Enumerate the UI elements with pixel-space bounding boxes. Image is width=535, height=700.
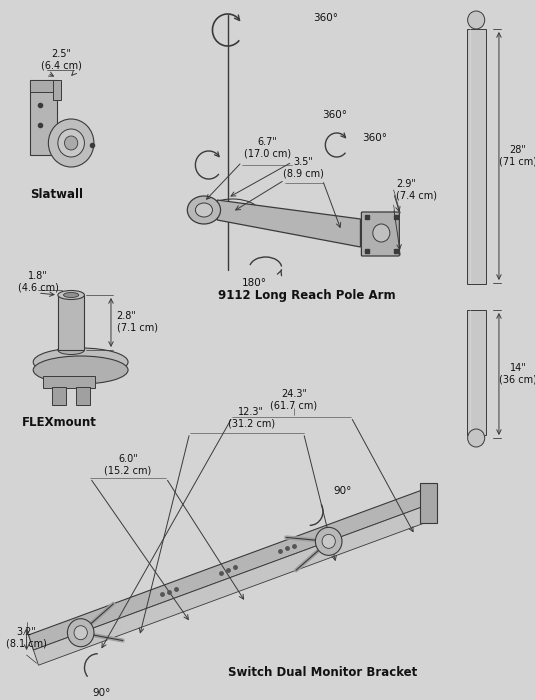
Ellipse shape (322, 534, 335, 548)
Ellipse shape (65, 136, 78, 150)
Text: 2.5"
(6.4 cm): 2.5" (6.4 cm) (41, 49, 82, 71)
Text: 3.2"
(8.1 cm): 3.2" (8.1 cm) (6, 627, 47, 649)
Bar (76, 387, 90, 405)
Text: 9112 Long Reach Pole Arm: 9112 Long Reach Pole Arm (218, 290, 396, 302)
Text: 360°: 360° (323, 110, 348, 120)
Text: 360°: 360° (362, 133, 387, 143)
Circle shape (468, 429, 485, 447)
Text: Slatwall: Slatwall (30, 188, 83, 202)
Bar (53, 80, 60, 100)
Polygon shape (217, 200, 361, 247)
Bar (52, 387, 66, 405)
Ellipse shape (33, 356, 128, 384)
Text: 2.9"
(7.4 cm): 2.9" (7.4 cm) (396, 179, 438, 201)
Ellipse shape (58, 290, 85, 300)
Bar (58, 295, 85, 350)
Text: 1.8"
(4.6 cm): 1.8" (4.6 cm) (18, 271, 58, 293)
Ellipse shape (64, 293, 79, 297)
Text: 180°: 180° (242, 278, 267, 288)
FancyBboxPatch shape (362, 212, 399, 256)
Text: 6.0"
(15.2 cm): 6.0" (15.2 cm) (104, 454, 152, 476)
Bar (419, 483, 437, 523)
Text: 360°: 360° (313, 13, 338, 23)
Bar (467, 29, 486, 284)
Ellipse shape (316, 527, 342, 555)
Ellipse shape (48, 119, 94, 167)
Ellipse shape (74, 626, 87, 640)
Polygon shape (28, 490, 427, 650)
Ellipse shape (195, 203, 212, 217)
Ellipse shape (373, 224, 390, 242)
Text: 90°: 90° (334, 486, 352, 496)
Ellipse shape (58, 129, 85, 157)
Text: 6.7"
(17.0 cm): 6.7" (17.0 cm) (244, 137, 291, 159)
Bar (43, 376, 95, 388)
Bar (467, 310, 486, 435)
Ellipse shape (187, 196, 220, 224)
Ellipse shape (33, 348, 128, 376)
Text: 90°: 90° (93, 687, 111, 698)
Bar (30, 80, 57, 92)
Ellipse shape (67, 619, 94, 647)
Circle shape (468, 11, 485, 29)
Text: 28"
(71 cm): 28" (71 cm) (499, 145, 535, 167)
Text: 2.8"
(7.1 cm): 2.8" (7.1 cm) (117, 312, 158, 332)
Polygon shape (34, 505, 432, 665)
Text: 12.3"
(31.2 cm): 12.3" (31.2 cm) (228, 407, 275, 429)
Text: 14"
(36 cm): 14" (36 cm) (499, 363, 535, 385)
Bar (30, 80, 57, 155)
Ellipse shape (58, 346, 85, 354)
Text: FLEXmount: FLEXmount (22, 416, 97, 428)
Text: 3.5"
(8.9 cm): 3.5" (8.9 cm) (283, 158, 324, 178)
Text: Switch Dual Monitor Bracket: Switch Dual Monitor Bracket (228, 666, 417, 678)
Text: 24.3"
(61.7 cm): 24.3" (61.7 cm) (271, 389, 318, 411)
